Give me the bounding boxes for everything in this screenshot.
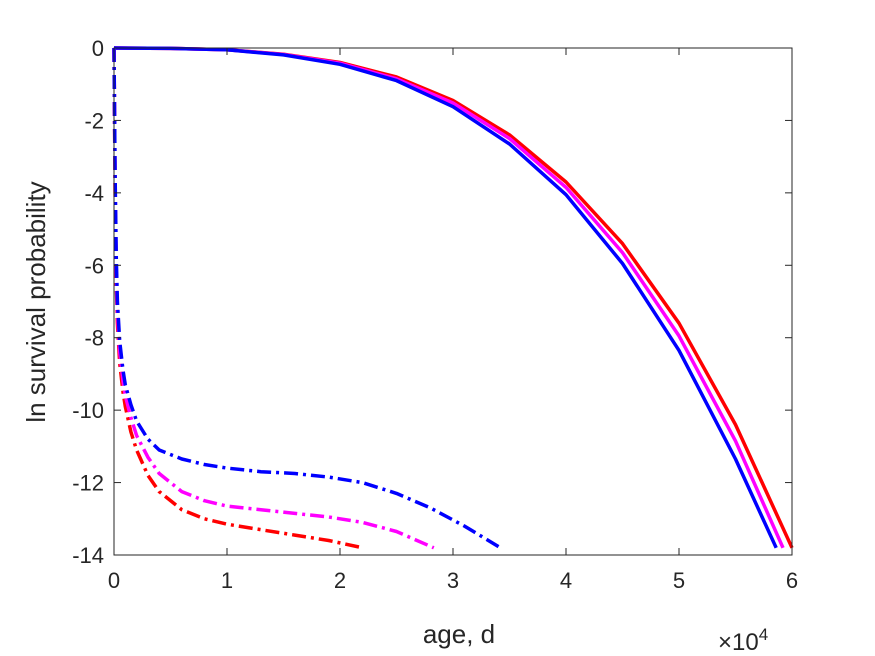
- x-multiplier-label: ×104: [718, 625, 768, 656]
- axes-layer: 0 1 2 3 4 5 6 0 -2 -4 -6 -8 -10 -12 -14: [72, 36, 798, 593]
- y-tick-label: 0: [92, 36, 104, 61]
- x-tick-label: 3: [447, 568, 459, 593]
- x-tick-label: 5: [673, 568, 685, 593]
- y-tick-label: -10: [72, 398, 104, 423]
- x-tick-label: 1: [221, 568, 233, 593]
- series-line-4: [112, 47, 363, 550]
- x-multiplier-base: ×10: [718, 629, 759, 656]
- y-tick-label: -12: [72, 471, 104, 496]
- x-tick-label: 6: [786, 568, 798, 593]
- plot-area: [114, 48, 792, 555]
- series-line-6: [112, 47, 502, 550]
- x-tick-label: 0: [108, 568, 120, 593]
- y-tick-label: -4: [84, 181, 104, 206]
- x-multiplier-exponent: 4: [759, 625, 768, 644]
- y-axis-label: ln survival probability: [21, 181, 51, 422]
- x-tick-label: 2: [334, 568, 346, 593]
- x-axis-label: age, d: [423, 619, 495, 649]
- y-tick-label: -14: [72, 543, 104, 568]
- y-tick-label: -6: [84, 253, 104, 278]
- y-tick-label: -8: [84, 326, 104, 351]
- plot-background: [114, 48, 792, 555]
- x-tick-label: 4: [560, 568, 572, 593]
- y-tick-label: -2: [84, 108, 104, 133]
